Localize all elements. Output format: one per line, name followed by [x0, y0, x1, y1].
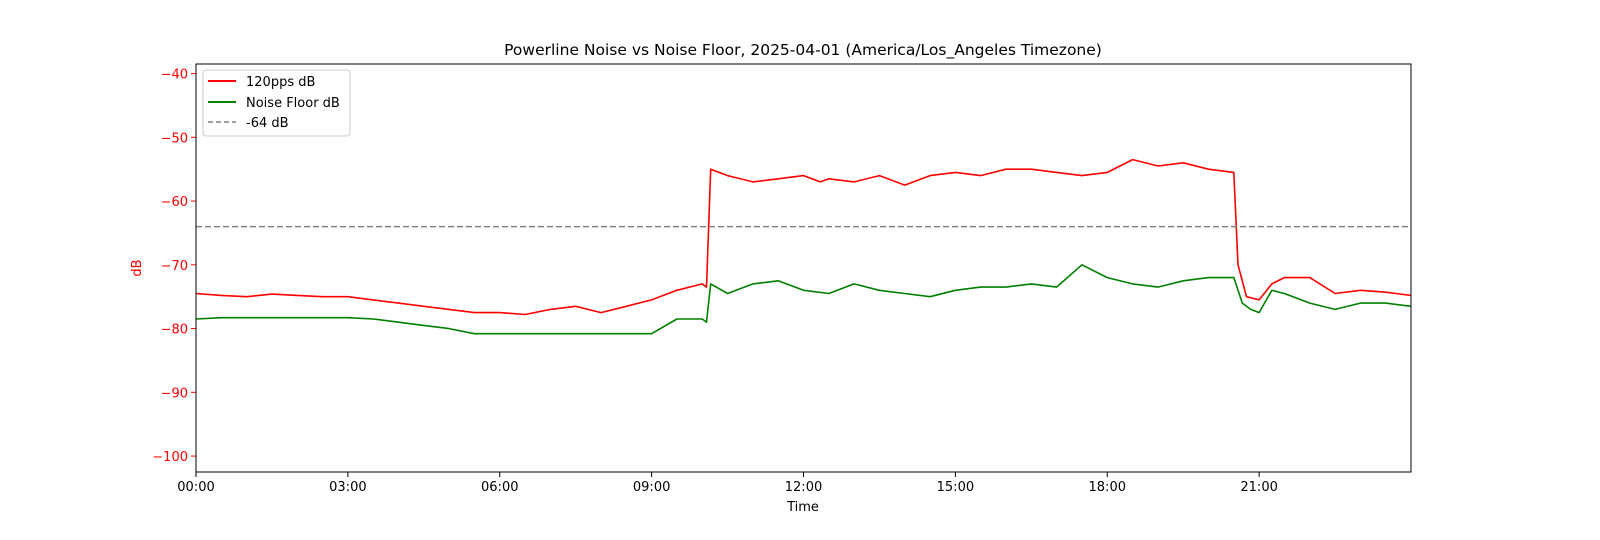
- x-tick-label: 03:00: [329, 480, 366, 495]
- y-tick-label: −100: [152, 450, 188, 465]
- y-axis: −40 −50 −60 −70 −80 −90 −100: [152, 68, 196, 465]
- series-layer: [195, 158, 1412, 335]
- series-line-1: [195, 263, 1412, 335]
- legend: 120pps dB Noise Floor dB -64 dB: [202, 69, 351, 137]
- legend-label-threshold: -64 dB: [246, 116, 289, 131]
- x-tick-label: 18:00: [1089, 480, 1126, 495]
- chart-title: Powerline Noise vs Noise Floor, 2025-04-…: [504, 41, 1102, 60]
- y-tick-label: −50: [161, 131, 188, 146]
- x-tick-label: 06:00: [481, 480, 518, 495]
- y-tick-label: −40: [161, 68, 188, 83]
- y-tick-label: −80: [161, 323, 188, 338]
- y-tick-label: −70: [161, 259, 188, 274]
- x-axis-label: Time: [786, 500, 819, 515]
- legend-label-noise-floor: Noise Floor dB: [246, 96, 340, 111]
- plot-frame: [195, 63, 1412, 473]
- x-axis: 00:00 03:00 06:00 09:00 12:00 15:00 18:00 21:00: [177, 472, 1278, 495]
- legend-label-120pps: 120pps dB: [246, 75, 315, 90]
- y-axis-label: dB: [130, 259, 145, 276]
- x-tick-label: 09:00: [633, 480, 670, 495]
- y-tick-label: −60: [161, 195, 188, 210]
- x-tick-label: 00:00: [177, 480, 214, 495]
- series-line-0: [195, 158, 1412, 316]
- x-tick-label: 15:00: [937, 480, 974, 495]
- y-tick-label: −90: [161, 386, 188, 401]
- x-tick-label: 12:00: [785, 480, 822, 495]
- x-tick-label: 21:00: [1240, 480, 1277, 495]
- legend-box: [202, 69, 351, 137]
